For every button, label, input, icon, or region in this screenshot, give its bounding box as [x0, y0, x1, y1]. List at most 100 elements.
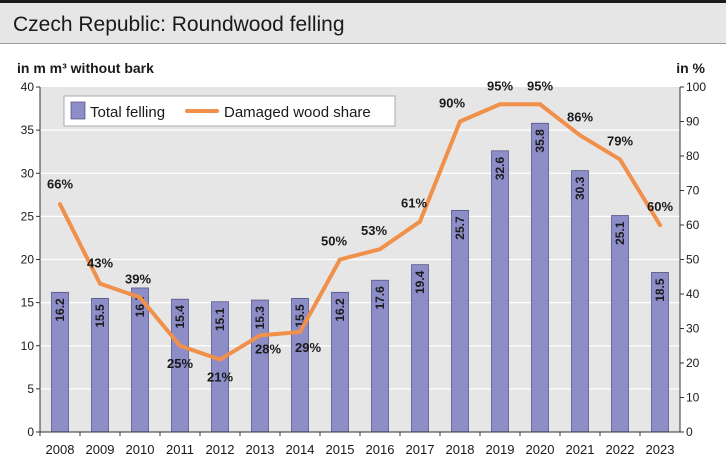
bar-data-label: 17.6	[373, 286, 387, 310]
line-point	[58, 202, 62, 207]
x-tick-label: 2017	[406, 442, 435, 457]
y-right-axis-label: in %	[676, 60, 705, 76]
y-left-tick-label: 40	[21, 80, 35, 94]
x-tick-label: 2008	[46, 442, 75, 457]
x-tick-label: 2010	[126, 442, 155, 457]
tick-labels: 0 5 10 15 20 25 30 35 40 0 10 20 30 40 50 60 70 80 90 100 20…	[21, 80, 707, 457]
line-point	[258, 333, 262, 338]
y-left-tick-label: 20	[21, 253, 35, 267]
axes	[36, 86, 684, 436]
bar-data-label: 15.5	[93, 304, 107, 328]
y-left-tick-label: 25	[21, 209, 35, 223]
line-point	[338, 257, 342, 262]
line-data-label: 28%	[255, 341, 281, 356]
legend: Total felling Damaged wood share	[63, 95, 396, 127]
y-left-tick-label: 10	[21, 339, 35, 353]
y-right-tick-label: 30	[686, 322, 700, 336]
line-point	[538, 102, 542, 107]
y-left-tick-label: 30	[21, 166, 35, 180]
bar	[491, 150, 509, 433]
bar-data-label: 25.7	[453, 216, 467, 240]
x-tick-label: 2020	[526, 442, 555, 457]
bar-labels: 16.2 15.5 16.7 15.4 15.1 15.3 15.5 16.217.619.4…	[53, 129, 667, 331]
bar	[611, 215, 629, 433]
bar-data-label: 30.3	[573, 176, 587, 200]
y-left-tick-label: 35	[21, 123, 35, 137]
line-data-label: 39%	[125, 271, 151, 286]
legend-bar-swatch	[70, 101, 86, 120]
line-data-label: 50%	[321, 234, 347, 249]
line-point	[218, 357, 222, 362]
y-right-tick-label: 40	[686, 287, 700, 301]
legend-box	[63, 95, 396, 127]
line-labels: 66% 43% 39% 25% 21% 28% 29% 50% 53% 61% 90% 95% 95% 8…	[47, 78, 673, 384]
line-series	[58, 102, 662, 362]
y-right-tick-label: 50	[686, 253, 700, 267]
bar-data-label: 15.3	[253, 306, 267, 330]
y-right-tick-label: 20	[686, 356, 700, 370]
line-point	[658, 223, 662, 227]
y-right-tick-label: 100	[686, 80, 706, 94]
y-right-tick-label: 90	[686, 115, 700, 129]
x-tick-label: 2011	[166, 442, 194, 457]
line-point	[618, 157, 622, 162]
y-right-tick-label: 80	[686, 149, 700, 163]
line-data-label: 61%	[401, 196, 427, 211]
y-left-axis-label: in m m³ without bark	[17, 60, 154, 76]
chart-title: Czech Republic: Roundwood felling	[13, 13, 345, 36]
x-tick-label: 2019	[486, 442, 515, 457]
x-tick-label: 2016	[366, 442, 395, 457]
legend-line-label: Damaged wood share	[224, 104, 371, 121]
bar-data-label: 25.1	[613, 221, 627, 245]
line-point	[138, 295, 142, 300]
legend-bar-label: Total felling	[90, 104, 165, 121]
title-bar: Czech Republic: Roundwood felling	[0, 0, 726, 44]
line-data-label: 66%	[47, 176, 73, 191]
x-tick-label: 2023	[646, 442, 675, 457]
line-point	[98, 281, 102, 286]
y-left-tick-label: 15	[21, 296, 35, 310]
x-tick-label: 2013	[246, 442, 275, 457]
line-point	[178, 343, 182, 348]
bar-series	[51, 122, 669, 433]
line-point	[298, 329, 302, 334]
line-data-label: 29%	[295, 340, 321, 355]
line-data-label: 95%	[487, 78, 513, 93]
line-data-label: 43%	[87, 256, 113, 271]
y-right-tick-label: 70	[686, 184, 700, 198]
bar	[571, 170, 589, 433]
y-left-tick-label: 0	[27, 425, 34, 439]
line-data-label: 79%	[607, 133, 633, 148]
y-right-tick-label: 10	[686, 391, 700, 405]
bar	[531, 122, 549, 433]
bar-data-label: 16.2	[333, 298, 347, 322]
bar	[451, 209, 469, 433]
line-point	[578, 133, 582, 138]
x-tick-label: 2018	[446, 442, 475, 457]
x-tick-label: 2015	[326, 442, 355, 457]
bar-data-label: 19.4	[413, 270, 427, 294]
line-path	[58, 102, 662, 362]
y-left-tick-label: 5	[27, 382, 34, 396]
x-tick-label: 2009	[86, 442, 115, 457]
line-point	[378, 247, 382, 252]
bar-data-label: 35.8	[533, 129, 547, 153]
bar-data-label: 15.1	[213, 307, 227, 331]
y-right-tick-label: 0	[686, 425, 693, 439]
line-data-label: 90%	[439, 96, 465, 111]
line-data-label: 25%	[167, 356, 193, 371]
x-tick-label: 2014	[286, 442, 315, 457]
bar-data-label: 18.5	[653, 278, 667, 302]
bar-data-label: 32.6	[493, 157, 507, 181]
line-data-label: 21%	[207, 370, 233, 385]
line-data-label: 95%	[527, 78, 553, 93]
x-tick-label: 2022	[606, 442, 635, 457]
bar-data-label: 16.2	[53, 298, 67, 322]
line-data-label: 86%	[567, 109, 593, 124]
x-tick-label: 2012	[206, 442, 235, 457]
line-point	[498, 102, 502, 107]
y-right-tick-label: 60	[686, 218, 700, 232]
line-point	[418, 219, 422, 224]
